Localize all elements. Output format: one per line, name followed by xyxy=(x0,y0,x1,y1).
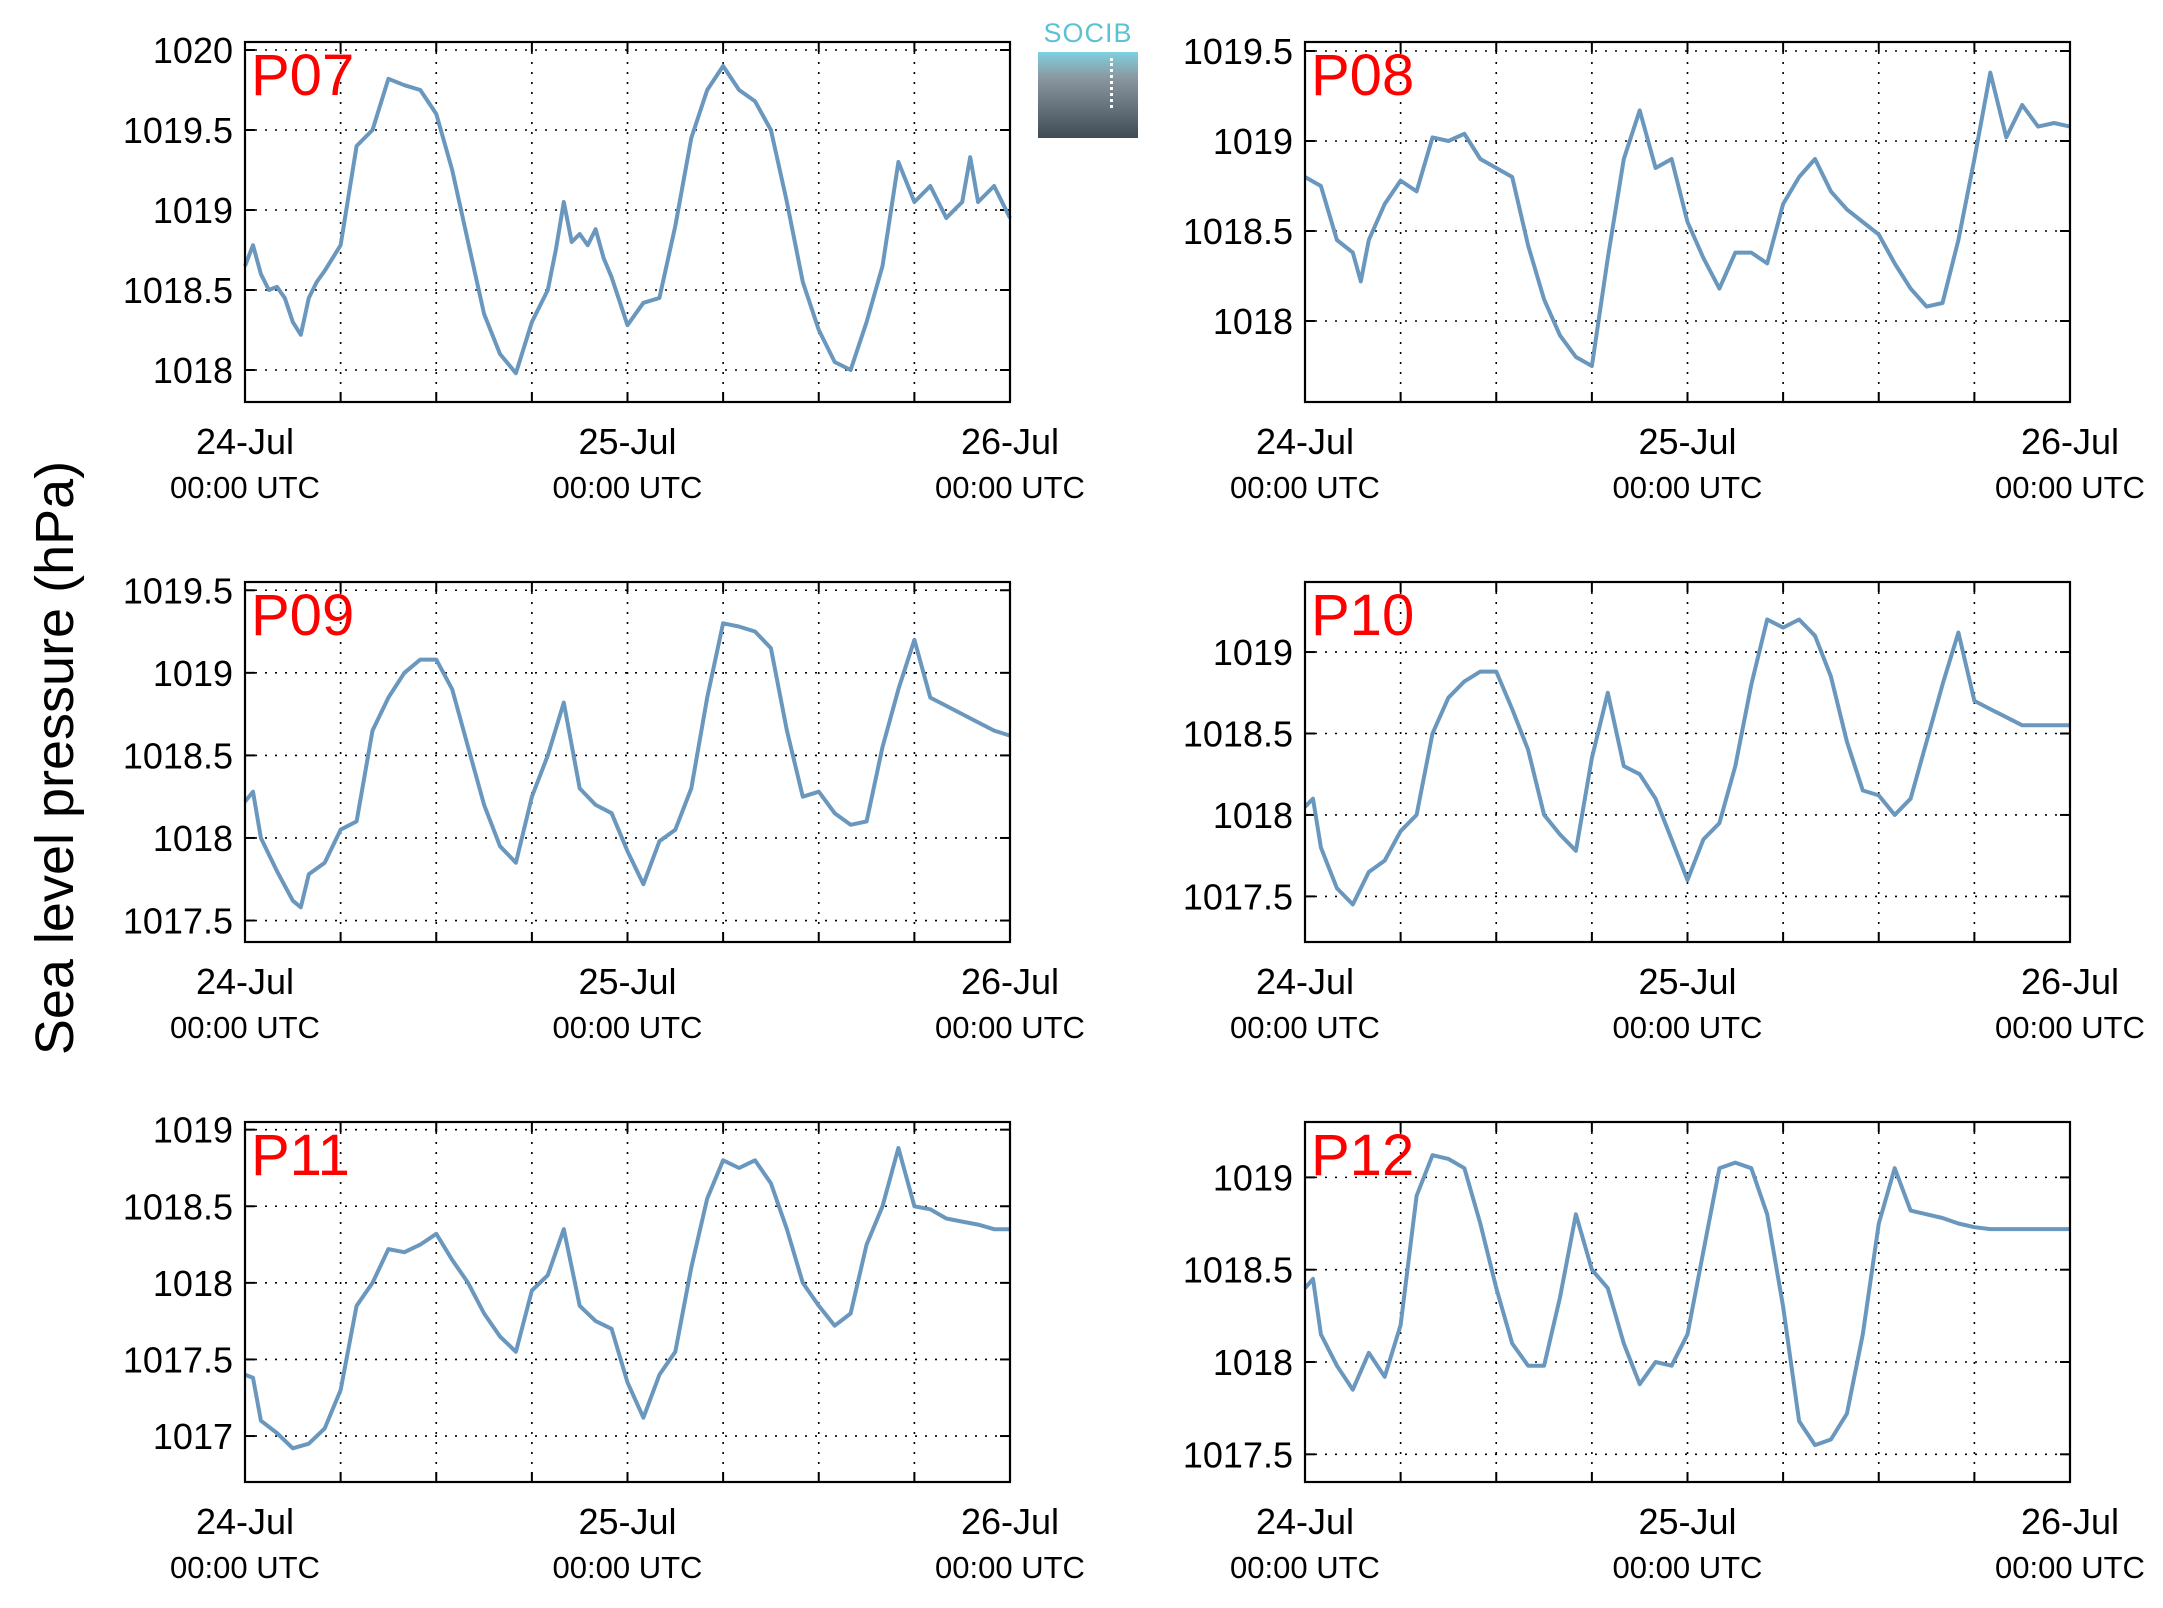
x-tick-label-time: 00:00 UTC xyxy=(935,1550,1085,1585)
axes-box xyxy=(243,580,1012,944)
x-tick-label-date: 26-Jul xyxy=(961,961,1059,1002)
x-tick-label-date: 26-Jul xyxy=(961,421,1059,462)
x-tick-label-time: 00:00 UTC xyxy=(1613,470,1763,505)
panel-label-p11: P11 xyxy=(251,1123,350,1188)
y-tick-label: 1018.5 xyxy=(1183,713,1293,754)
y-tick-label: 1018.5 xyxy=(123,1186,233,1227)
x-tick-label-time: 00:00 UTC xyxy=(1230,1550,1380,1585)
panel-p07: 1018 1018.5 1019 1019.5 1020 24-Jul 00:00 UTC 2… xyxy=(123,30,1085,505)
series-line-p09 xyxy=(243,621,1011,910)
y-tick-label: 1019 xyxy=(153,1110,233,1151)
x-tick-label-date: 24-Jul xyxy=(1256,961,1354,1002)
socib-logo: SOCIB xyxy=(1038,18,1138,138)
y-tick-label: 1018.5 xyxy=(1183,1250,1293,1291)
panel-p08: 1018 1018.5 1019 1019.5 24-Jul 00:00 UTC 25-Ju… xyxy=(1183,31,2145,505)
socib-logo-graphic xyxy=(1038,52,1138,138)
y-tick-label: 1017 xyxy=(153,1416,233,1457)
y-tick-label: 1018 xyxy=(153,818,233,859)
x-tick-label-date: 25-Jul xyxy=(578,421,676,462)
panel-p09: 1017.5 1018 1018.5 1019 1019.5 24-Jul 00:00 UT… xyxy=(123,570,1085,1045)
x-tick-label-date: 25-Jul xyxy=(1638,421,1736,462)
panel-label-p09: P09 xyxy=(251,583,354,648)
y-tick-label: 1018.5 xyxy=(123,270,233,311)
x-tick-label-time: 00:00 UTC xyxy=(553,1550,703,1585)
series-line-p10 xyxy=(1303,617,2070,907)
x-tick-label-time: 00:00 UTC xyxy=(170,1550,320,1585)
y-tick-label: 1019.5 xyxy=(123,110,233,151)
x-tick-label-time: 00:00 UTC xyxy=(1230,1010,1380,1045)
y-tick-label: 1018 xyxy=(153,350,233,391)
y-tick-label: 1018.5 xyxy=(1183,211,1293,252)
y-tick-label: 1019 xyxy=(1213,632,1293,673)
axes-box xyxy=(1303,40,2072,404)
y-tick-label: 1019.5 xyxy=(123,570,233,611)
panel-p12: 1017.5 1018 1018.5 1019 24-Jul 00:00 UTC 25-Ju… xyxy=(1183,1120,2145,1585)
x-tick-label-date: 24-Jul xyxy=(1256,421,1354,462)
y-tick-label: 1018 xyxy=(1213,795,1293,836)
y-tick-label: 1018 xyxy=(153,1263,233,1304)
y-tick-label: 1019 xyxy=(153,190,233,231)
y-tick-label: 1017.5 xyxy=(1183,876,1293,917)
x-tick-label-time: 00:00 UTC xyxy=(1995,1550,2145,1585)
y-tick-label: 1019 xyxy=(1213,1157,1293,1198)
x-tick-label-time: 00:00 UTC xyxy=(1613,1550,1763,1585)
panel-label-p08: P08 xyxy=(1311,43,1414,108)
x-tick-label-time: 00:00 UTC xyxy=(935,470,1085,505)
y-tick-label: 1017.5 xyxy=(123,901,233,942)
y-tick-label: 1017.5 xyxy=(123,1339,233,1380)
panel-p11: 1017 1017.5 1018 1018.5 1019 24-Jul 00:00 UTC 2… xyxy=(123,1110,1085,1585)
x-tick-label-time: 00:00 UTC xyxy=(1230,470,1380,505)
x-tick-label-date: 26-Jul xyxy=(2021,421,2119,462)
x-tick-label-date: 26-Jul xyxy=(2021,961,2119,1002)
x-tick-label-time: 00:00 UTC xyxy=(170,470,320,505)
x-tick-label-date: 25-Jul xyxy=(578,961,676,1002)
axes-box xyxy=(1303,1120,2072,1484)
x-tick-label-date: 26-Jul xyxy=(961,1501,1059,1542)
panel-label-p10: P10 xyxy=(1311,583,1414,648)
x-tick-label-time: 00:00 UTC xyxy=(170,1010,320,1045)
series-line-p07 xyxy=(243,64,1012,376)
x-tick-label-time: 00:00 UTC xyxy=(1613,1010,1763,1045)
axes-box xyxy=(1303,580,2072,944)
y-tick-label: 1019 xyxy=(153,653,233,694)
x-tick-label-time: 00:00 UTC xyxy=(553,470,703,505)
x-tick-label-date: 24-Jul xyxy=(196,1501,294,1542)
x-tick-label-time: 00:00 UTC xyxy=(553,1010,703,1045)
series-line-p08 xyxy=(1304,70,2071,368)
axes-box xyxy=(243,1120,1012,1484)
series-line-p12 xyxy=(1303,1153,2070,1448)
y-tick-label: 1019 xyxy=(1213,121,1293,162)
x-tick-label-time: 00:00 UTC xyxy=(935,1010,1085,1045)
y-axis-label: Sea level pressure (hPa) xyxy=(25,460,85,1056)
x-tick-label-date: 26-Jul xyxy=(2021,1501,2119,1542)
x-tick-label-date: 24-Jul xyxy=(196,421,294,462)
socib-logo-dots xyxy=(1110,58,1115,108)
x-tick-label-date: 25-Jul xyxy=(1638,961,1736,1002)
panel-p10: 1017.5 1018 1018.5 1019 24-Jul 00:00 UTC 25-Ju… xyxy=(1183,580,2145,1045)
series-line-p11 xyxy=(244,1146,1010,1451)
axes-box xyxy=(243,40,1012,404)
x-tick-label-date: 25-Jul xyxy=(578,1501,676,1542)
x-tick-label-date: 24-Jul xyxy=(196,961,294,1002)
y-tick-label: 1018 xyxy=(1213,301,1293,342)
x-tick-label-time: 00:00 UTC xyxy=(1995,470,2145,505)
y-tick-label: 1017.5 xyxy=(1183,1434,1293,1475)
x-tick-label-time: 00:00 UTC xyxy=(1995,1010,2145,1045)
y-tick-label: 1020 xyxy=(153,30,233,71)
x-tick-label-date: 24-Jul xyxy=(1256,1501,1354,1542)
y-tick-label: 1018 xyxy=(1213,1342,1293,1383)
panel-label-p12: P12 xyxy=(1311,1123,1414,1188)
y-tick-label: 1018.5 xyxy=(123,735,233,776)
socib-logo-text: SOCIB xyxy=(1043,18,1133,48)
panel-label-p07: P07 xyxy=(251,43,354,108)
x-tick-label-date: 25-Jul xyxy=(1638,1501,1736,1542)
y-tick-label: 1019.5 xyxy=(1183,31,1293,72)
